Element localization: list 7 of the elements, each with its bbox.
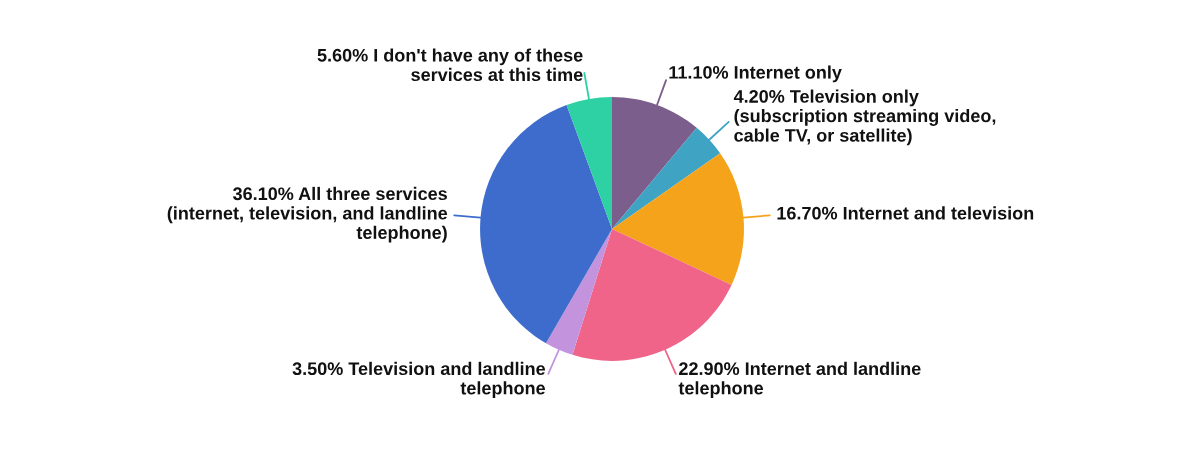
slice-label: 22.90% Internet and landline telephone xyxy=(678,361,921,399)
slice-label: 4.20% Television only (subscription streaming video, cable TV, or satellite) xyxy=(733,89,996,146)
slice-label: 5.60% I don't have any of these services at this time xyxy=(317,48,583,82)
slice-label: 16.70% Internet and television xyxy=(777,206,1034,220)
slice-label: 3.50% Television and landline telephone xyxy=(292,361,546,399)
slice-label: 36.10% All three services (internet, television, and landline telephone) xyxy=(167,186,448,243)
slice-label: 11.10% Internet only xyxy=(669,65,842,83)
